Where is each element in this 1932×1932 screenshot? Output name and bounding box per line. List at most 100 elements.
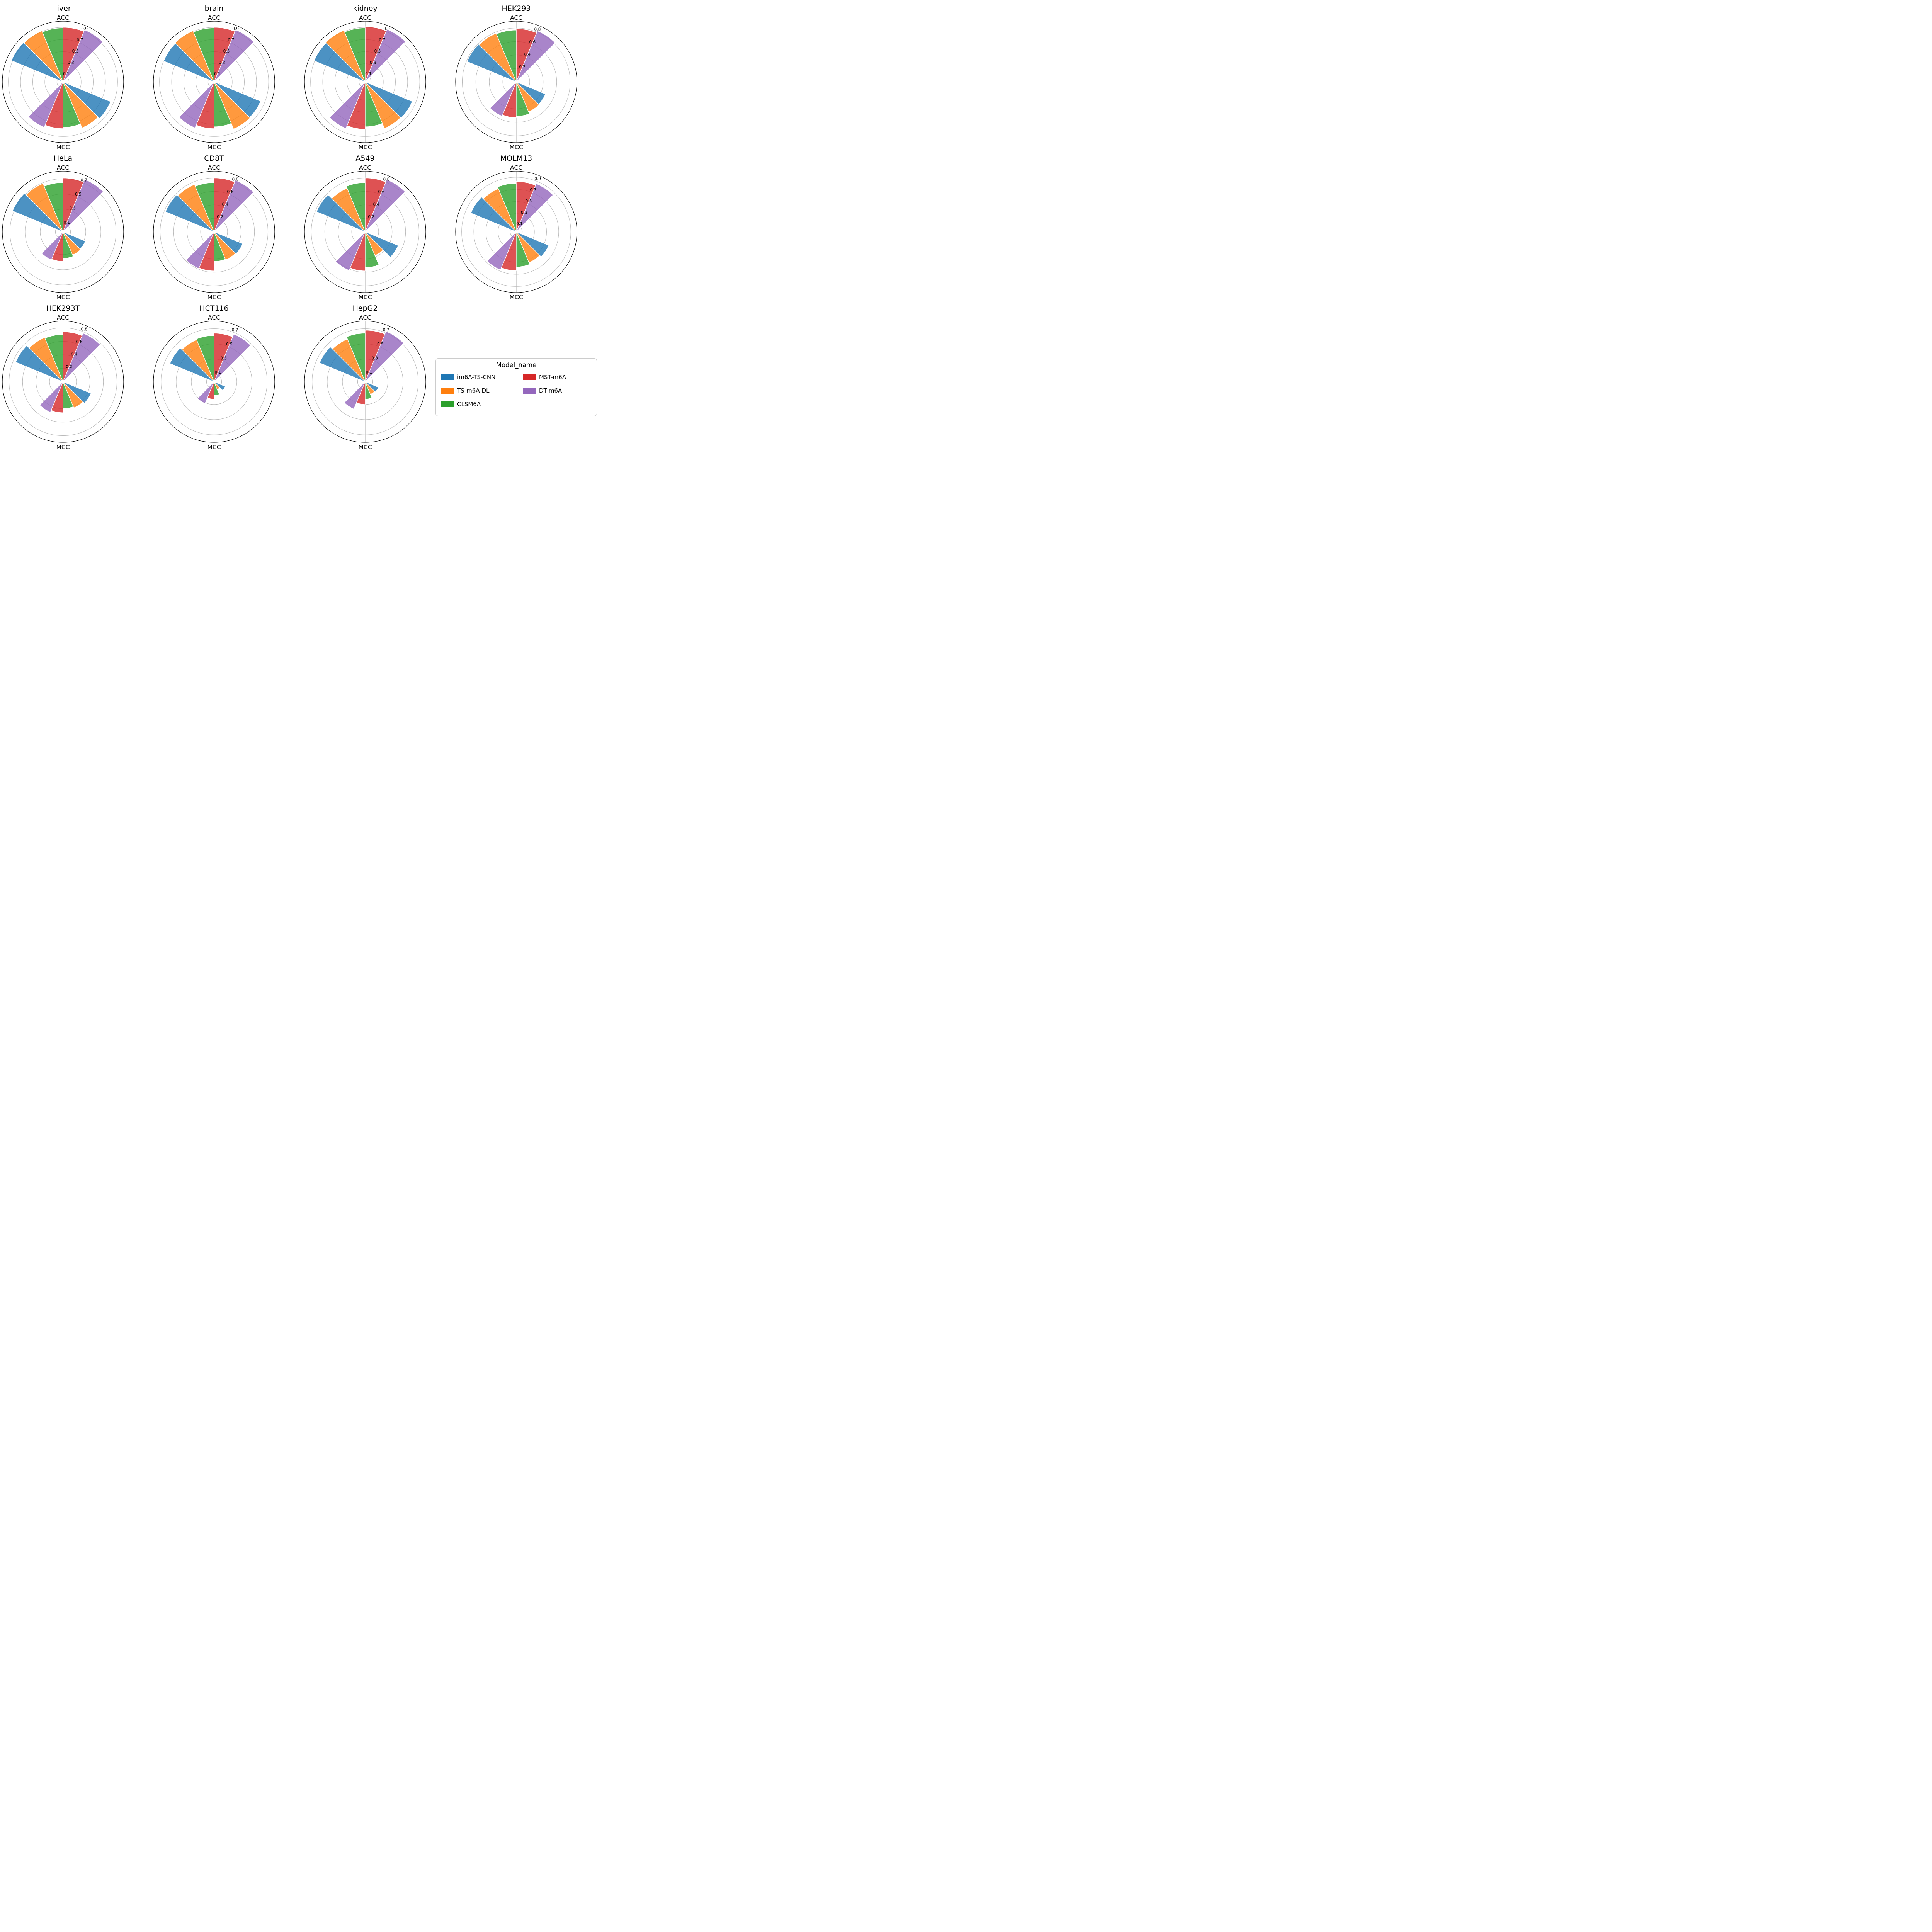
- rtick-label-0.1: 0.1: [64, 220, 70, 225]
- outer-circle: [2, 171, 124, 293]
- rtick-label-0.1: 0.1: [63, 72, 70, 77]
- chart-title: brain: [205, 4, 224, 13]
- outer-circle: [2, 321, 124, 443]
- bar-MOLM13-ACC-im6A-TS-CNN: [470, 197, 517, 232]
- metric-label-bottom: MCC: [207, 294, 221, 300]
- bar-A549-MCC-im6A-TS-CNN: [365, 231, 399, 258]
- bar-HCT116-MCC-DT-m6A: [197, 381, 214, 404]
- bar-brain-MCC-MST-m6A: [196, 82, 214, 129]
- bar-liver-ACC-DT-m6A: [63, 29, 103, 82]
- rtick-label-0.7: 0.7: [379, 38, 385, 43]
- bar-MOLM13-MCC-CLSM6A: [516, 231, 530, 267]
- metric-label-top: ACC: [510, 164, 522, 171]
- bar-HCT116-ACC-CLSM6A: [196, 335, 214, 382]
- legend-item-im6A-TS-CNN: im6A-TS-CNN: [441, 370, 523, 384]
- bar-HCT116-ACC-im6A-TS-CNN: [170, 347, 214, 382]
- bar-HepG2-MCC-im6A-TS-CNN: [365, 381, 379, 393]
- legend-swatch-icon: [441, 374, 454, 380]
- bar-kidney-ACC-DT-m6A: [365, 29, 406, 82]
- bar-brain-ACC-im6A-TS-CNN: [163, 43, 214, 82]
- bar-HEK293-MCC-TS-m6A-DL: [516, 82, 539, 112]
- legend-column-2: MST-m6A DT-m6A: [523, 370, 592, 411]
- bar-HeLa-MCC-DT-m6A: [41, 231, 63, 260]
- bar-CD8T-MCC-DT-m6A: [185, 231, 214, 269]
- bar-HCT116-ACC-MST-m6A: [214, 333, 233, 382]
- chart-title: kidney: [353, 4, 377, 13]
- bar-liver-ACC-MST-m6A: [63, 27, 84, 82]
- bar-A549-MCC-MST-m6A: [350, 231, 366, 271]
- rtick-label-0.1: 0.1: [366, 370, 372, 375]
- metric-label-bottom: MCC: [358, 294, 372, 300]
- rtick-label-0.9: 0.9: [81, 27, 88, 31]
- rtick-label-0.3: 0.3: [69, 206, 76, 211]
- bar-kidney-ACC-im6A-TS-CNN: [314, 43, 366, 82]
- metric-label-bottom: MCC: [358, 144, 372, 150]
- legend-item-label: MST-m6A: [539, 373, 566, 381]
- bar-liver-MCC-DT-m6A: [28, 82, 63, 128]
- bar-HEK293T-MCC-DT-m6A: [39, 381, 63, 413]
- rtick-label-0.7: 0.7: [232, 328, 238, 333]
- chart-MOLM13: MOLM13 ACC 0.1 0.3 0.5 0.7 0.9 MCC: [441, 150, 592, 300]
- rtick-label-0.8: 0.8: [534, 27, 541, 32]
- rtick-label-0.2: 0.2: [368, 215, 374, 219]
- bar-HepG2-MCC-DT-m6A: [344, 381, 366, 410]
- legend-item-DT-m6A: DT-m6A: [523, 384, 592, 397]
- chart-title: HEK293: [502, 4, 531, 13]
- figure-polar-rose-grid: liver ACC 0.1 0.3 0.5 0.7 0.9 MCC brain ACC 0.1 0.3…: [0, 0, 598, 449]
- bar-brain-MCC-DT-m6A: [179, 82, 214, 128]
- rtick-label-0.3: 0.3: [219, 60, 225, 65]
- rtick-label-0.1: 0.1: [365, 72, 372, 77]
- outer-circle: [2, 21, 124, 143]
- rtick-label-0.7: 0.7: [530, 188, 536, 192]
- chart-HEK293T: HEK293T ACC 0.2 0.4 0.6 0.8 MCC: [0, 300, 138, 449]
- legend-item-TS-m6A-DL: TS-m6A-DL: [441, 384, 523, 397]
- bar-kidney-MCC-DT-m6A: [329, 82, 366, 129]
- bar-HEK293T-ACC-DT-m6A: [63, 333, 100, 382]
- rtick-label-0.1: 0.1: [215, 370, 221, 375]
- chart-title: HCT116: [199, 304, 228, 313]
- rtick-label-0.5: 0.5: [226, 342, 233, 347]
- rtick-label-0.1: 0.1: [214, 72, 221, 77]
- rtick-label-0.4: 0.4: [524, 52, 531, 57]
- bar-HeLa-ACC-MST-m6A: [63, 178, 84, 232]
- bar-liver-MCC-im6A-TS-CNN: [63, 82, 111, 119]
- bar-HepG2-ACC-im6A-TS-CNN: [319, 347, 366, 382]
- bar-kidney-ACC-MST-m6A: [365, 26, 387, 82]
- rtick-label-0.4: 0.4: [222, 202, 228, 207]
- bar-HEK293-MCC-DT-m6A: [490, 82, 517, 117]
- bar-A549-MCC-DT-m6A: [335, 231, 366, 271]
- bar-A549-ACC-MST-m6A: [365, 177, 386, 232]
- rtick-label-0.9: 0.9: [232, 27, 239, 31]
- legend-columns: im6A-TS-CNN TS-m6A-DL CLSM6A MST-m6A: [436, 370, 597, 411]
- rtick-label-0.1: 0.1: [516, 222, 523, 226]
- legend-item-label: TS-m6A-DL: [457, 387, 490, 394]
- bar-HepG2-MCC-MST-m6A: [356, 381, 366, 405]
- bar-MOLM13-ACC-DT-m6A: [516, 183, 554, 232]
- bar-HEK293T-MCC-im6A-TS-CNN: [63, 381, 92, 404]
- legend-item-CLSM6A: CLSM6A: [441, 397, 523, 411]
- bar-HEK293-ACC-im6A-TS-CNN: [467, 44, 517, 82]
- rtick-label-0.2: 0.2: [217, 215, 223, 219]
- chart-title: HEK293T: [46, 304, 80, 313]
- rtick-label-0.6: 0.6: [227, 190, 233, 194]
- legend-swatch-icon: [441, 387, 454, 394]
- legend-swatch-icon: [523, 387, 536, 394]
- bar-MOLM13-ACC-MST-m6A: [516, 181, 536, 232]
- rtick-label-0.2: 0.2: [519, 65, 526, 70]
- metric-label-top: ACC: [208, 314, 220, 321]
- bar-MOLM13-MCC-DT-m6A: [486, 231, 517, 270]
- bar-HCT116-MCC-im6A-TS-CNN: [214, 381, 226, 391]
- bar-brain-MCC-im6A-TS-CNN: [214, 82, 261, 118]
- chart-HCT116: HCT116 ACC 0.1 0.3 0.5 0.7 MCC: [139, 300, 289, 449]
- bar-CD8T-MCC-im6A-TS-CNN: [214, 231, 243, 254]
- bar-CD8T-ACC-DT-m6A: [214, 180, 254, 232]
- metric-label-top: ACC: [359, 14, 371, 21]
- bar-HeLa-MCC-MST-m6A: [51, 231, 63, 262]
- rtick-label-0.7: 0.7: [81, 178, 87, 183]
- legend-item-label: CLSM6A: [457, 400, 481, 408]
